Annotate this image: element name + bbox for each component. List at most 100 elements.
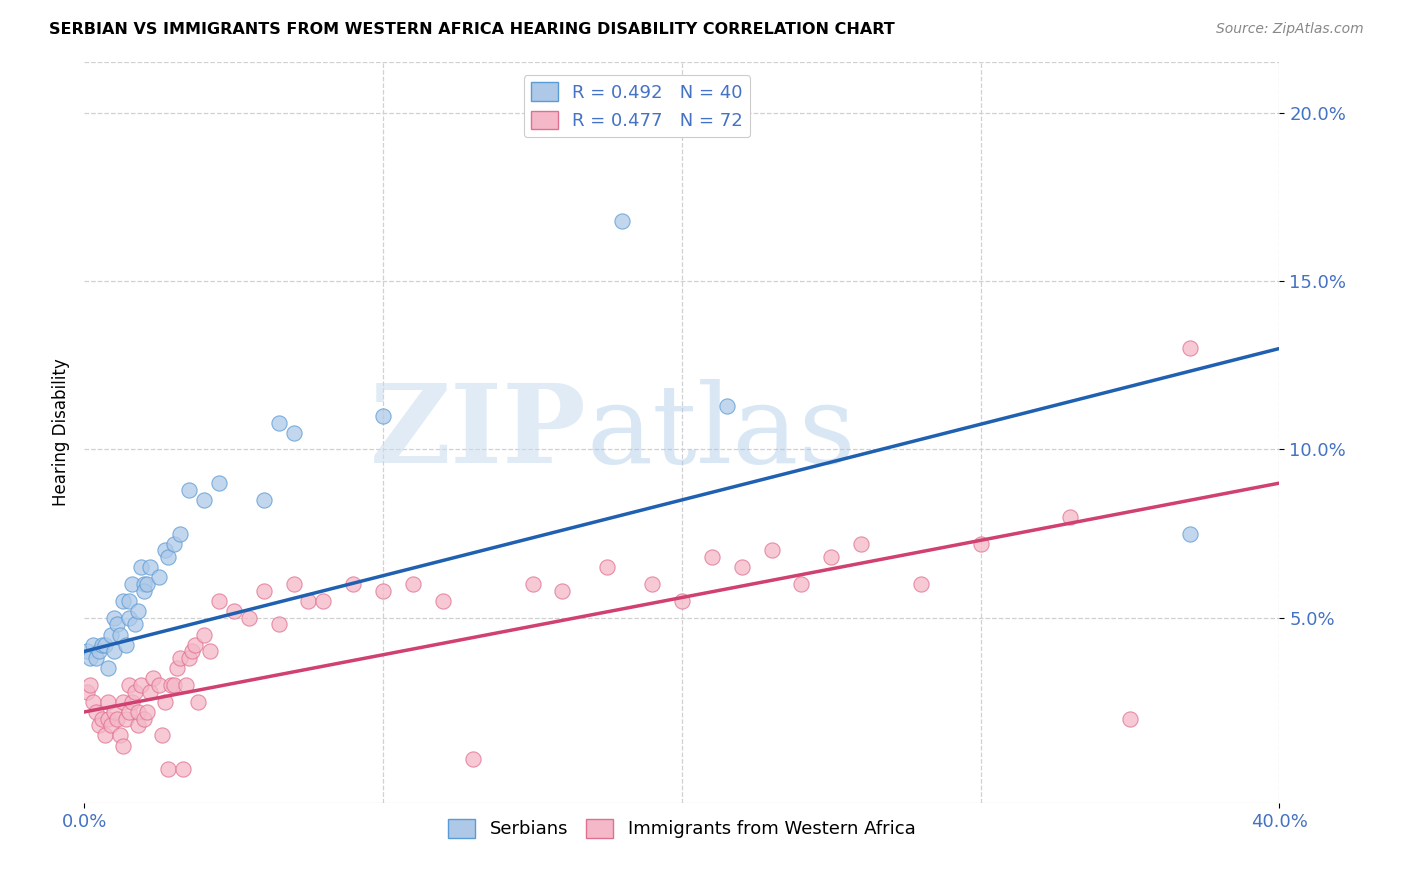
Point	[112, 594, 135, 608]
Point	[148, 678, 170, 692]
Point	[124, 617, 146, 632]
Point	[94, 729, 117, 743]
Point	[297, 594, 319, 608]
Point	[172, 762, 194, 776]
Point	[121, 577, 143, 591]
Point	[91, 712, 114, 726]
Point	[181, 644, 204, 658]
Point	[148, 570, 170, 584]
Point	[187, 695, 209, 709]
Point	[97, 695, 120, 709]
Point	[166, 661, 188, 675]
Point	[267, 617, 290, 632]
Point	[198, 644, 221, 658]
Point	[373, 409, 395, 423]
Point	[110, 729, 132, 743]
Text: SERBIAN VS IMMIGRANTS FROM WESTERN AFRICA HEARING DISABILITY CORRELATION CHART: SERBIAN VS IMMIGRANTS FROM WESTERN AFRIC…	[49, 22, 896, 37]
Point	[402, 577, 425, 591]
Point	[222, 604, 245, 618]
Point	[100, 718, 122, 732]
Point	[851, 536, 873, 550]
Point	[132, 577, 156, 591]
Point	[596, 560, 619, 574]
Point	[163, 678, 186, 692]
Point	[1178, 526, 1201, 541]
Point	[142, 671, 165, 685]
Point	[132, 712, 156, 726]
Point	[283, 577, 305, 591]
Point	[129, 678, 152, 692]
Point	[253, 583, 276, 598]
Point	[910, 577, 932, 591]
Point	[118, 678, 141, 692]
Point	[700, 550, 723, 565]
Point	[79, 651, 101, 665]
Point	[76, 644, 98, 658]
Point	[112, 739, 135, 753]
Point	[132, 583, 156, 598]
Point	[153, 695, 176, 709]
Point	[97, 661, 120, 675]
Point	[612, 213, 634, 227]
Point	[790, 577, 813, 591]
Point	[86, 651, 108, 665]
Point	[1178, 342, 1201, 356]
Point	[373, 583, 395, 598]
Point	[283, 425, 305, 440]
Point	[1059, 509, 1081, 524]
Point	[118, 610, 141, 624]
Point	[177, 651, 200, 665]
Point	[127, 718, 149, 732]
Point	[91, 638, 114, 652]
Point	[139, 685, 162, 699]
Point	[103, 705, 125, 719]
Point	[150, 729, 173, 743]
Point	[105, 712, 128, 726]
Point	[1119, 712, 1142, 726]
Point	[177, 483, 200, 497]
Point	[118, 594, 141, 608]
Point	[110, 627, 132, 641]
Point	[970, 536, 993, 550]
Point	[522, 577, 544, 591]
Legend: Serbians, Immigrants from Western Africa: Serbians, Immigrants from Western Africa	[441, 812, 922, 846]
Point	[79, 678, 101, 692]
Point	[127, 705, 149, 719]
Text: atlas: atlas	[586, 379, 856, 486]
Point	[671, 594, 693, 608]
Point	[174, 678, 197, 692]
Point	[160, 678, 183, 692]
Point	[551, 583, 574, 598]
Point	[153, 543, 176, 558]
Point	[253, 492, 276, 507]
Point	[208, 476, 231, 491]
Point	[103, 610, 125, 624]
Point	[461, 752, 484, 766]
Point	[136, 705, 159, 719]
Point	[157, 762, 180, 776]
Point	[193, 627, 215, 641]
Point	[115, 638, 138, 652]
Point	[112, 695, 135, 709]
Point	[76, 685, 98, 699]
Point	[127, 604, 149, 618]
Point	[432, 594, 454, 608]
Point	[342, 577, 364, 591]
Point	[82, 638, 104, 652]
Point	[124, 685, 146, 699]
Point	[105, 617, 128, 632]
Point	[86, 705, 108, 719]
Point	[89, 718, 111, 732]
Point	[129, 560, 152, 574]
Point	[731, 560, 754, 574]
Point	[238, 610, 260, 624]
Point	[641, 577, 664, 591]
Point	[184, 638, 207, 652]
Point	[115, 712, 138, 726]
Point	[97, 712, 120, 726]
Point	[118, 705, 141, 719]
Point	[208, 594, 231, 608]
Point	[163, 536, 186, 550]
Point	[100, 627, 122, 641]
Y-axis label: Hearing Disability: Hearing Disability	[52, 359, 70, 507]
